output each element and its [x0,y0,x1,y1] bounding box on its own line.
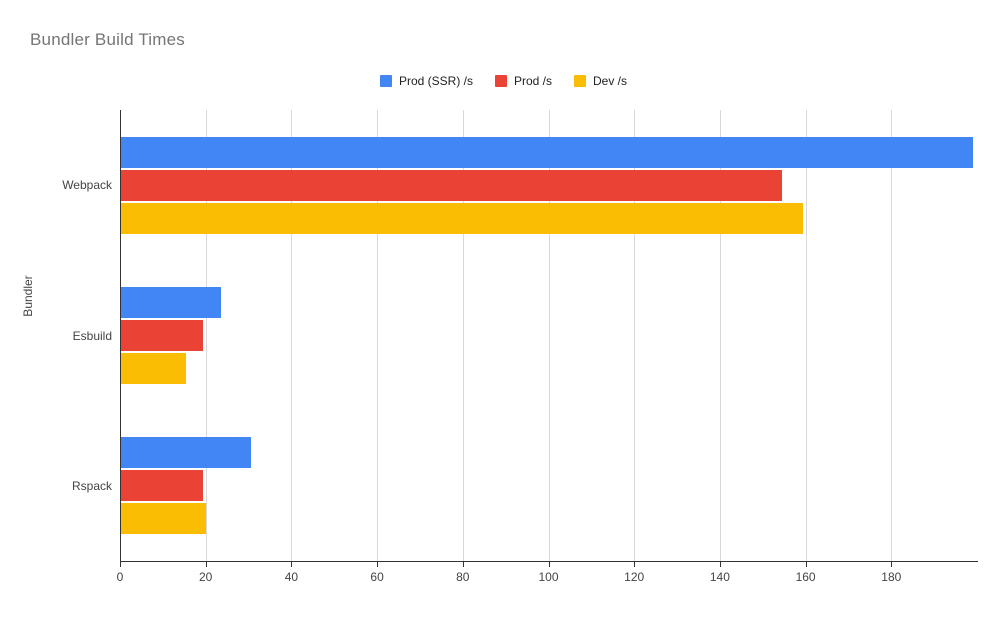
gridline [805,110,807,561]
y-axis-category-label-0: Webpack [62,178,112,193]
legend-label: Dev /s [593,74,628,88]
legend-label: Prod (SSR) /s [398,74,473,88]
x-axis-tick-label: 100 [538,570,559,584]
gridline [377,110,379,561]
gridline [634,110,636,561]
bar-webpack-series-0[interactable] [120,136,973,168]
x-axis-tick [891,561,893,567]
gridline [548,110,550,561]
plot-area [120,110,977,561]
gridline [719,110,721,561]
gridline [462,110,464,561]
x-axis-tick-label: 120 [624,570,645,584]
legend-swatch-icon [574,75,586,87]
x-axis-tick [462,561,464,567]
x-axis-tick [548,561,550,567]
bar-esbuild-series-1[interactable] [120,320,204,351]
bar-rspack-series-0[interactable] [120,437,252,469]
y-axis-category-label-1: Esbuild [72,328,112,343]
x-axis-tick [120,561,121,567]
bar-rspack-series-2[interactable] [120,503,207,535]
legend-entry-0[interactable]: Prod (SSR) /s [379,74,473,88]
legend-swatch-icon [494,75,507,87]
legend-swatch-icon [379,75,392,87]
chart-legend: Prod (SSR) /s Prod /s Dev /s [0,74,1007,88]
x-axis-tick [377,561,379,567]
x-axis-tick-label: 140 [709,570,730,584]
x-axis-tick-label: 0 [116,570,124,584]
legend-label: Prod /s [513,74,552,88]
x-axis-tick [291,561,293,567]
x-axis-tick [805,561,807,567]
x-axis-tick-label: 80 [456,570,470,584]
bar-webpack-series-1[interactable] [120,169,783,201]
chart-title: Bundler Build Times [30,30,185,49]
x-axis-tick-label: 180 [881,570,902,584]
y-axis-category-label-2: Rspack [71,478,112,493]
x-axis-tick [634,561,636,567]
x-axis-tick [719,561,721,567]
bar-esbuild-series-2[interactable] [120,353,186,384]
x-axis-tick-label: 20 [199,570,213,584]
bar-esbuild-series-0[interactable] [120,287,222,318]
legend-entry-1[interactable]: Prod /s [494,74,552,88]
x-axis-tick-label: 60 [370,570,384,584]
x-axis-tick-label: 160 [795,570,816,584]
gridline [291,110,293,561]
bar-rspack-series-1[interactable] [120,470,203,502]
y-axis-category-labels: Webpack Esbuild Rspack [0,110,112,561]
legend-entry-2[interactable]: Dev /s [574,74,627,88]
y-axis-line [120,110,121,562]
gridline [891,110,893,561]
gridline [205,110,207,561]
x-axis-tick-label: 40 [284,570,299,584]
bar-webpack-series-2[interactable] [120,202,804,234]
x-axis-tick [205,561,207,567]
